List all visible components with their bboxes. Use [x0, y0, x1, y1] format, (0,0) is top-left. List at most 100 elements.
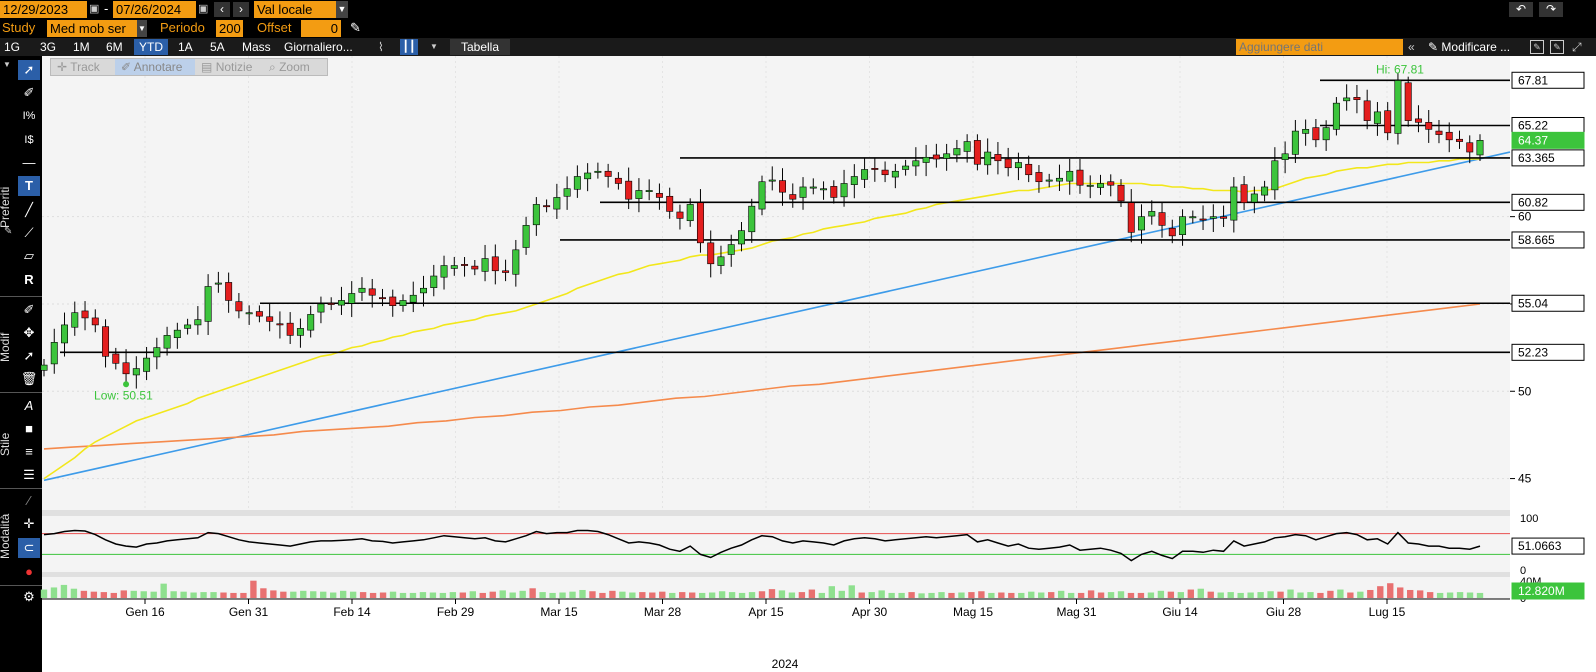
zoom-mode[interactable]: ⌕ Zoom	[269, 59, 327, 75]
line-style-icon[interactable]: ☰	[23, 467, 35, 482]
volume-bar	[1177, 592, 1185, 598]
volume-bar	[1147, 592, 1155, 598]
volume-bar	[1367, 589, 1374, 598]
volume-bar	[828, 586, 835, 598]
pane-splitter[interactable]	[42, 572, 1510, 577]
tab-6m[interactable]: 6M	[106, 40, 123, 54]
candlestick-icon[interactable]: ┃┃	[400, 39, 418, 55]
tabella-button[interactable]: Tabella	[450, 39, 510, 55]
candle-body	[717, 256, 725, 266]
candle-body	[61, 324, 68, 344]
price-chart-area[interactable]	[42, 56, 1510, 510]
volume-bar	[1187, 589, 1194, 598]
channel-icon[interactable]: ▱	[24, 248, 34, 263]
tab-giornaliero[interactable]: Giornaliero...	[284, 40, 353, 54]
offset-field[interactable]: 0	[301, 20, 341, 37]
volume-bar	[90, 591, 98, 598]
candle-body	[40, 364, 48, 371]
periodo-field[interactable]: 200	[216, 20, 243, 37]
expand-icon[interactable]: ⤢	[1572, 40, 1582, 54]
color-dots-icon[interactable]: ●	[25, 564, 33, 579]
volume-bar	[270, 590, 277, 598]
line-chart-icon[interactable]: ⌇	[378, 40, 384, 54]
candle-body	[758, 181, 766, 210]
pointer-icon[interactable]: ➚	[18, 60, 40, 80]
pane-splitter[interactable]	[42, 510, 1510, 516]
redo-button[interactable]: ↷	[1539, 2, 1563, 17]
double-chevron-left-icon[interactable]: «	[1408, 40, 1415, 54]
trend-line	[43, 151, 1511, 482]
line-weight-icon[interactable]: ≡	[25, 444, 33, 459]
text-tool-icon[interactable]: T	[18, 176, 40, 196]
candle-body	[1158, 212, 1166, 226]
dollar-axis-icon[interactable]: I$	[24, 134, 34, 146]
pencil-icon[interactable]: ✎	[350, 20, 361, 35]
calendar-icon[interactable]: ▣	[89, 3, 100, 15]
date-start-field[interactable]: 12/29/2023	[0, 1, 87, 18]
volume-bar	[1317, 592, 1324, 598]
candle-body	[1445, 131, 1453, 141]
add-data-input[interactable]	[1236, 39, 1403, 55]
study-label: Study	[2, 20, 36, 35]
currency-select[interactable]: Val locale	[254, 1, 336, 18]
draw-icon[interactable]: ✐	[23, 302, 35, 317]
chevron-down-icon[interactable]: ▼	[336, 1, 348, 18]
candle-body	[91, 317, 99, 326]
modify-button[interactable]: ✎ Modificare ...	[1428, 39, 1524, 55]
edit-box-icon[interactable]: ✎	[1530, 40, 1544, 54]
volume-bar	[1018, 592, 1025, 598]
candle-body	[932, 154, 940, 160]
pencil-icon[interactable]: ✐	[23, 85, 35, 100]
candle-body	[748, 205, 756, 233]
candle-body	[368, 288, 376, 296]
collapse-triangle-icon[interactable]: ▼	[3, 60, 11, 69]
trash-icon[interactable]: 🗑	[20, 371, 38, 386]
eraser-icon[interactable]: ⁄	[27, 493, 31, 508]
candle-body	[1271, 160, 1279, 191]
color-box-icon[interactable]: ■	[25, 421, 33, 436]
select-icon[interactable]: ➚	[23, 348, 35, 363]
volume-bar	[330, 592, 337, 598]
volume-bar	[818, 592, 826, 598]
tab-1m[interactable]: 1M	[73, 40, 90, 54]
crosshair-icon[interactable]: ✛	[23, 516, 35, 531]
text-style-icon[interactable]: A	[24, 398, 34, 413]
calendar-icon[interactable]: ▣	[198, 3, 209, 15]
volume-bar	[998, 592, 1005, 598]
volume-bar	[928, 592, 935, 598]
edit-box-icon[interactable]: ✎	[1550, 40, 1564, 54]
tab-3g[interactable]: 3G	[40, 40, 57, 54]
x-tick-label: Mag 15	[953, 605, 993, 619]
ray-line-icon[interactable]: ⟋	[24, 225, 34, 240]
tab-5a[interactable]: 5A	[210, 40, 225, 54]
candle-body	[112, 353, 120, 364]
undo-button[interactable]: ↶	[1509, 2, 1533, 17]
date-end-field[interactable]: 07/26/2024	[113, 1, 196, 18]
tab-1g[interactable]: 1G	[4, 40, 21, 54]
annotate-mode[interactable]: ✐ Annotare	[115, 59, 195, 75]
track-mode[interactable]: ✛ Track	[57, 59, 115, 75]
regression-icon[interactable]: R	[24, 272, 34, 287]
candle-body	[286, 322, 294, 336]
move-icon[interactable]: ✥	[23, 325, 35, 340]
chevron-down-icon[interactable]: ▼	[137, 20, 147, 37]
next-period-button[interactable]: ›	[233, 2, 249, 17]
magnet-icon[interactable]: ⊂	[18, 538, 40, 558]
horizontal-line-icon[interactable]: —	[22, 155, 36, 170]
gear-icon[interactable]: ⚙	[23, 589, 35, 604]
candle-body	[1179, 216, 1187, 235]
volume-bar	[120, 590, 127, 598]
volume-bar	[1038, 592, 1045, 598]
tab-mass[interactable]: Mass	[242, 40, 271, 54]
news-mode[interactable]: ▤ Notizie	[201, 59, 265, 75]
chevron-down-icon[interactable]: ▼	[430, 42, 438, 51]
tab-ytd[interactable]: YTD	[134, 39, 168, 55]
study-select[interactable]: Med mob ser	[47, 20, 137, 37]
candle-body	[471, 265, 479, 270]
prev-period-button[interactable]: ‹	[214, 2, 230, 17]
trend-line-icon[interactable]: ╱	[25, 202, 33, 217]
percent-axis-icon[interactable]: I%	[22, 110, 36, 122]
volume-bar	[150, 591, 157, 598]
tab-1a[interactable]: 1A	[178, 40, 193, 54]
